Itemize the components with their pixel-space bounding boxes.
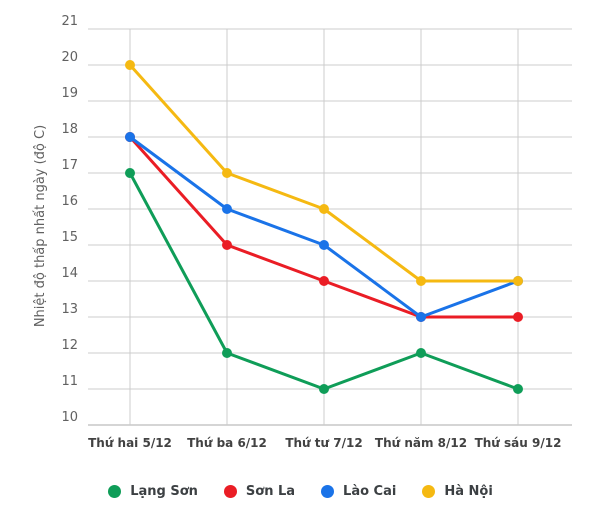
- data-point-Lạng Sơn-Thứ sáu 9/12[interactable]: [513, 384, 523, 394]
- legend-swatch-circle-icon: [422, 484, 436, 498]
- data-point-Hà Nội-Thứ năm 8/12[interactable]: [416, 276, 426, 286]
- data-point-Lào Cai-Thứ hai 5/12[interactable]: [125, 132, 135, 142]
- y-tick-label-13: 13: [61, 302, 78, 317]
- legend-label: Hà Nội: [444, 483, 493, 499]
- data-point-Sơn La-Thứ tư 7/12[interactable]: [319, 276, 329, 286]
- legend-swatch-circle-icon: [321, 484, 335, 498]
- data-point-Lạng Sơn-Thứ tư 7/12[interactable]: [319, 384, 329, 394]
- x-axis-label-4: Thứ sáu 9/12: [475, 436, 562, 450]
- data-point-Lào Cai-Thứ tư 7/12[interactable]: [319, 240, 329, 250]
- legend-item-Lào Cai[interactable]: Lào Cai: [321, 483, 397, 499]
- y-tick-label-15: 15: [61, 230, 78, 245]
- legend-label: Lạng Sơn: [130, 483, 198, 499]
- y-tick-label-10: 10: [61, 410, 78, 425]
- y-tick-label-19: 19: [61, 86, 78, 101]
- data-point-Lạng Sơn-Thứ hai 5/12[interactable]: [125, 168, 135, 178]
- data-point-Hà Nội-Thứ ba 6/12[interactable]: [222, 168, 232, 178]
- x-axis-label-1: Thứ ba 6/12: [187, 436, 267, 450]
- y-tick-label-17: 17: [61, 158, 78, 173]
- x-axis-label-3: Thứ năm 8/12: [375, 436, 467, 450]
- x-axis-label-0: Thứ hai 5/12: [88, 436, 172, 450]
- data-point-Sơn La-Thứ ba 6/12[interactable]: [222, 240, 232, 250]
- legend-item-Sơn La[interactable]: Sơn La: [223, 483, 296, 499]
- data-point-Lào Cai-Thứ năm 8/12[interactable]: [416, 312, 426, 322]
- data-point-Hà Nội-Thứ tư 7/12[interactable]: [319, 204, 329, 214]
- y-tick-label-20: 20: [61, 50, 78, 65]
- data-point-Lào Cai-Thứ ba 6/12[interactable]: [222, 204, 232, 214]
- y-tick-label-21: 21: [61, 14, 78, 29]
- y-tick-label-11: 11: [61, 374, 78, 389]
- series-layer: [125, 60, 523, 394]
- legend-swatch-circle-icon: [108, 484, 122, 498]
- data-point-Hà Nội-Thứ hai 5/12[interactable]: [125, 60, 135, 70]
- legend-item-Lạng Sơn[interactable]: Lạng Sơn: [108, 483, 198, 499]
- x-axis-label-2: Thứ tư 7/12: [285, 436, 362, 450]
- axis-label-layer: 10 11 12 13 14 15 16 17 18 19 20 21 Thứ hai 5/12 Thứ …: [61, 14, 561, 450]
- legend-label: Lào Cai: [343, 483, 397, 499]
- y-tick-label-14: 14: [61, 266, 78, 281]
- legend-item-Hà Nội[interactable]: Hà Nội: [422, 483, 493, 499]
- y-tick-label-12: 12: [61, 338, 78, 353]
- data-point-Hà Nội-Thứ sáu 9/12[interactable]: [513, 276, 523, 286]
- y-axis-title: Nhiệt độ thấp nhất ngày (độ C): [33, 125, 48, 327]
- legend-swatch-circle-icon: [223, 484, 237, 498]
- data-point-Lạng Sơn-Thứ năm 8/12[interactable]: [416, 348, 426, 358]
- data-point-Sơn La-Thứ sáu 9/12[interactable]: [513, 312, 523, 322]
- data-point-Lạng Sơn-Thứ ba 6/12[interactable]: [222, 348, 232, 358]
- y-tick-label-18: 18: [61, 122, 78, 137]
- legend-label: Sơn La: [245, 483, 296, 499]
- y-tick-label-16: 16: [61, 194, 78, 209]
- plot-area: 10 11 12 13 14 15 16 17 18 19 20 21 Thứ hai 5/12 Thứ …: [33, 14, 572, 450]
- chart-legend: Lạng Sơn Sơn La Lào Cai Hà Nội: [0, 474, 601, 508]
